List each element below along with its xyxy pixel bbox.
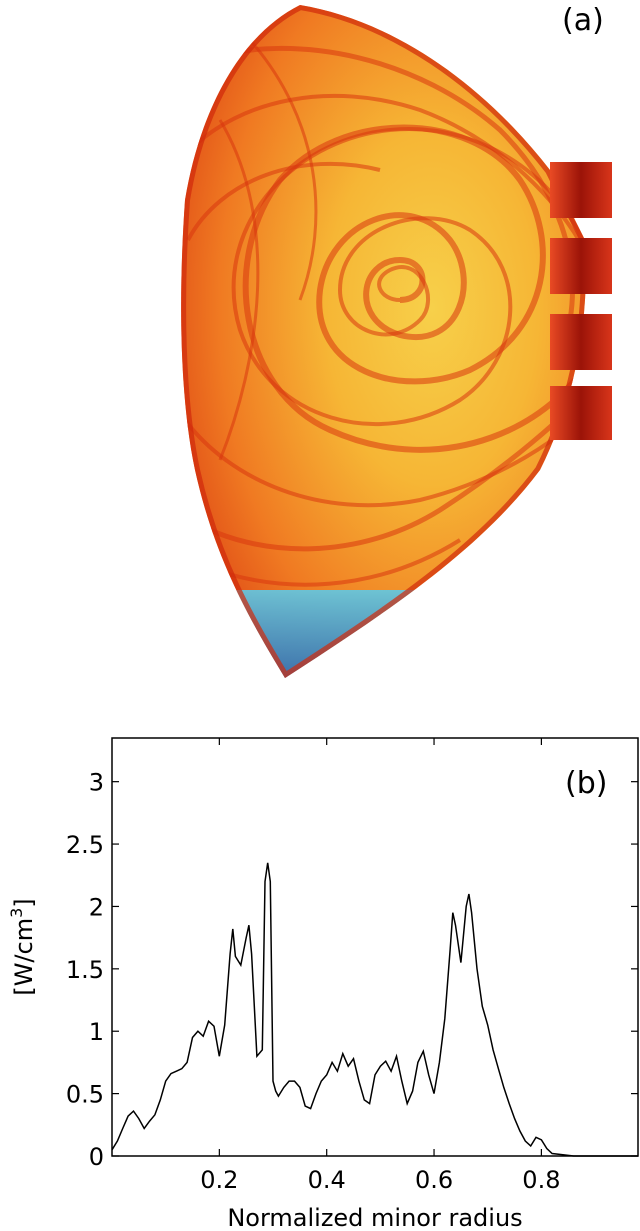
antenna-block-1 xyxy=(550,162,612,218)
antenna-block-4 xyxy=(550,386,612,440)
y-axis-ticks: 0 0.5 1 1.5 2 2.5 3 xyxy=(66,769,638,1171)
antenna-array xyxy=(550,162,612,440)
x-axis-label: Normalized minor radius xyxy=(227,1204,522,1231)
y-tick-label: 0.5 xyxy=(66,1081,104,1109)
y-tick-label: 0 xyxy=(89,1143,104,1171)
x-tick-label: 0.4 xyxy=(308,1166,346,1194)
low-power-region xyxy=(181,590,560,678)
tokamak-ray-image-panel: (a) xyxy=(181,3,612,678)
power-profile-chart: 0 0.5 1 1.5 2 2.5 3 0.2 0.4 0.6 0.8 (b) Normalize… xyxy=(7,737,639,1231)
y-tick-label: 1 xyxy=(89,1018,104,1046)
y-axis-label: [W/cm3] xyxy=(7,898,38,995)
series-line xyxy=(111,862,638,1157)
antenna-block-2 xyxy=(550,238,612,294)
plot-frame xyxy=(111,737,639,1157)
panel-label-a: (a) xyxy=(562,3,604,38)
y-tick-label: 1.5 xyxy=(66,956,104,984)
panel-label-b: (b) xyxy=(565,766,607,801)
x-tick-label: 0.2 xyxy=(200,1166,238,1194)
x-tick-label: 0.6 xyxy=(415,1166,453,1194)
antenna-block-3 xyxy=(550,314,612,370)
y-tick-label: 3 xyxy=(89,769,104,797)
x-axis-ticks: 0.2 0.4 0.6 0.8 xyxy=(200,738,560,1194)
y-tick-label: 2.5 xyxy=(66,831,104,859)
x-tick-label: 0.8 xyxy=(522,1166,560,1194)
y-tick-label: 2 xyxy=(89,893,104,921)
